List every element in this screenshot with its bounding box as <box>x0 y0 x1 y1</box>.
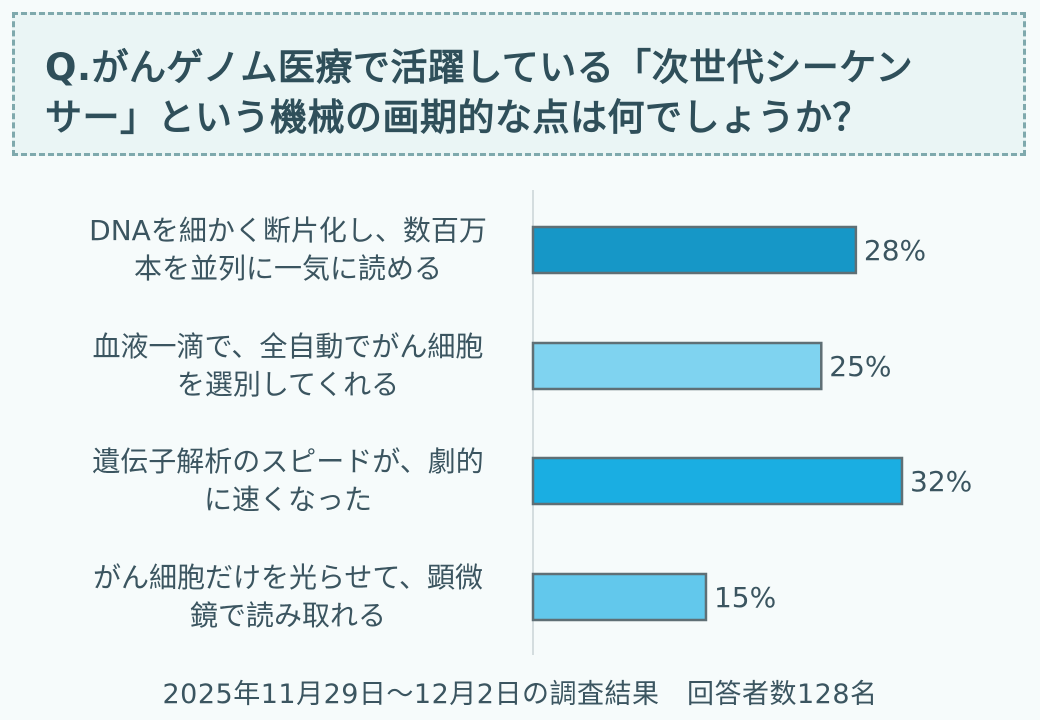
value-label-1: 28% <box>864 234 926 267</box>
category-label-4-line-1: がん細胞だけを光らせて、顕微 <box>92 561 484 594</box>
value-label-2: 25% <box>829 350 891 383</box>
category-label-3-line-1: 遺伝子解析のスピードが、劇的 <box>92 445 484 478</box>
bar-1 <box>531 225 858 275</box>
question-text: Q.がんゲノム医療で活躍している「次世代シーケン サー」という機械の画期的な点は… <box>45 43 1015 143</box>
bar-2 <box>531 341 823 391</box>
bar-4 <box>531 572 708 622</box>
category-label-1-line-2: 本を並列に一気に読める <box>133 252 442 285</box>
category-label-4-line-2: 鏡で読み取れる <box>189 599 386 632</box>
category-label-4: がん細胞だけを光らせて、顕微 鏡で読み取れる <box>68 559 508 635</box>
category-label-3-line-2: に速くなった <box>203 483 372 516</box>
category-label-2: 血液一滴で、全自動でがん細胞 を選別してくれる <box>68 328 508 404</box>
category-label-3: 遺伝子解析のスピードが、劇的 に速くなった <box>68 443 508 519</box>
value-label-4: 15% <box>714 581 776 614</box>
category-label-2-line-1: 血液一滴で、全自動でがん細胞 <box>92 330 484 363</box>
value-label-3: 32% <box>910 465 972 498</box>
question-line-1: Q.がんゲノム医療で活躍している「次世代シーケン <box>45 46 914 89</box>
bar-3 <box>531 456 904 506</box>
survey-footer: 2025年11月29日〜12月2日の調査結果 回答者数128名 <box>162 679 878 710</box>
category-label-1-line-1: DNAを細かく断片化し、数百万 <box>89 214 487 247</box>
question-line-2: サー」という機械の画期的な点は何でしょうか？ <box>45 96 870 139</box>
category-label-2-line-2: を選別してくれる <box>176 368 400 401</box>
category-label-1: DNAを細かく断片化し、数百万 本を並列に一気に読める <box>68 212 508 288</box>
question-box: Q.がんゲノム医療で活躍している「次世代シーケン サー」という機械の画期的な点は… <box>12 12 1026 156</box>
